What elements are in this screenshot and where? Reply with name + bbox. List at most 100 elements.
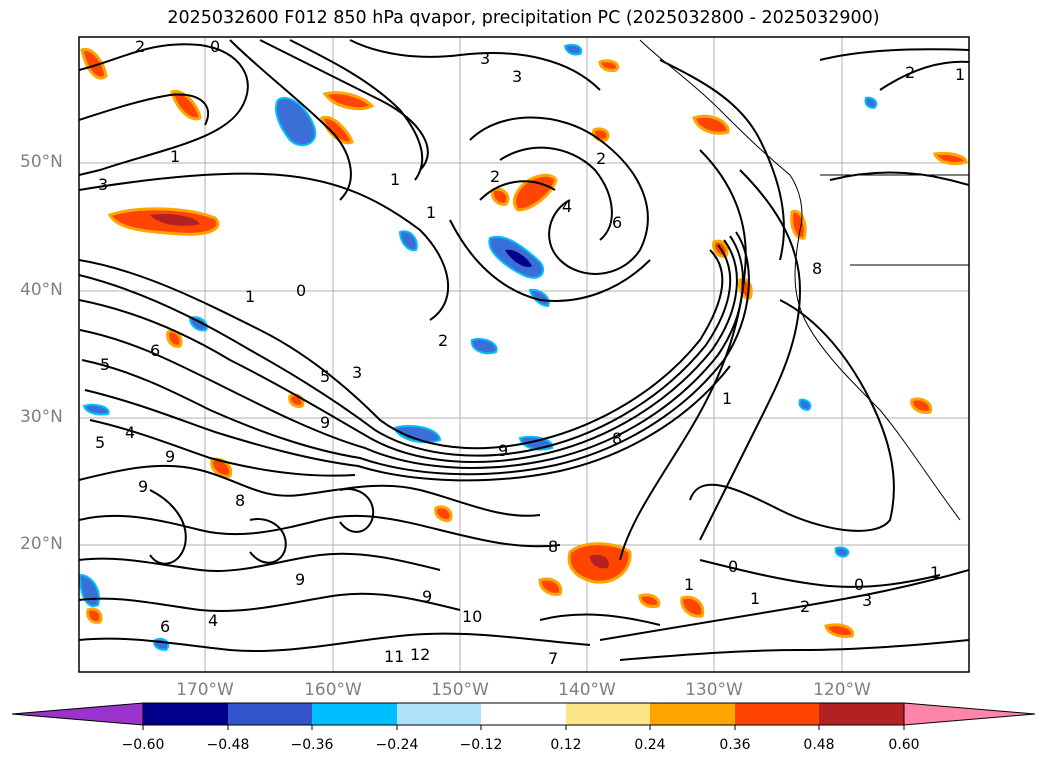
contour-line: [479, 180, 556, 201]
pos-blob: [434, 505, 453, 522]
neg-blob: [274, 97, 317, 147]
contour-label: 7: [548, 649, 558, 668]
pos-blob: [824, 623, 855, 638]
contour-line: [84, 365, 731, 482]
colorbar-tick-label: 0.24: [634, 737, 666, 753]
colorbar-tick-label: −0.48: [206, 737, 250, 753]
contour-label: 8: [548, 537, 558, 556]
us-west-coast: [794, 229, 961, 521]
contour-label: 1: [684, 575, 694, 594]
contour-line: [89, 419, 356, 477]
contour-label: 2: [905, 63, 915, 82]
pos-blob: [320, 115, 354, 145]
contour-label: 5: [100, 355, 110, 374]
colorbar-cell: [228, 703, 312, 725]
lon-label-150w: 150°W: [431, 680, 489, 700]
contour-line: [469, 116, 649, 275]
neg-blob: [470, 338, 498, 355]
precip-blobs: [79, 43, 968, 652]
pos-blob: [680, 595, 705, 618]
contour-label: 1: [750, 589, 760, 608]
contour-line: [339, 488, 375, 533]
pos-blob: [638, 593, 661, 608]
contour-line: [289, 39, 424, 181]
contour-label: 0: [210, 37, 220, 56]
contour-label: 2: [800, 597, 810, 616]
contour-line: [229, 39, 352, 201]
neg-blob: [82, 403, 110, 416]
neg-blob: [798, 398, 812, 412]
pos-blob: [598, 59, 619, 72]
contour-label: 1: [930, 563, 940, 582]
colorbar-tick-label: 0.36: [719, 737, 751, 753]
contour-line: [149, 489, 187, 565]
lon-label-120w: 120°W: [813, 680, 871, 700]
lon-label-170w: 170°W: [176, 680, 234, 700]
contour-line: [699, 559, 941, 588]
contour-label: 1: [426, 203, 436, 222]
neg-blob: [188, 316, 208, 332]
contour-line: [619, 149, 747, 561]
pos-blob: [932, 152, 968, 166]
contour-label: 4: [562, 197, 572, 216]
contour-labels: 2 0 3 3 2 1 1 1 3 1 2 4 6 2 0 1 2 5 3 9 …: [95, 37, 965, 668]
contour-label: 12: [410, 645, 430, 664]
contour-label: 2: [438, 331, 448, 350]
contour-line: [659, 59, 785, 261]
contour-label: 3: [98, 175, 108, 194]
colorbar-tick-label: 0.12: [550, 737, 582, 753]
pos-blob: [512, 173, 558, 212]
contour-label: 3: [352, 363, 362, 382]
colorbar-cell: [481, 703, 566, 725]
colorbar-cell: [650, 703, 735, 725]
colorbar-tick-label: −0.12: [459, 737, 503, 753]
contour-line: [79, 592, 461, 612]
contour-line: [259, 39, 429, 171]
contour-label: 6: [160, 617, 170, 636]
contour-label: 11: [384, 647, 404, 666]
contour-line: [499, 146, 613, 241]
contour-line: [879, 60, 969, 91]
contour-label: 0: [728, 557, 738, 576]
contour-line: [599, 569, 969, 641]
contour-label: 8: [812, 259, 822, 278]
neg-blob: [393, 424, 442, 444]
contour-label: 9: [295, 570, 305, 589]
colorbar-frame: [142, 702, 905, 726]
lat-label-20n: 20°N: [20, 534, 63, 554]
contour-label: 5: [320, 367, 330, 386]
contour-line: [699, 169, 802, 541]
neg-blob: [864, 96, 878, 110]
contour-line: [79, 632, 591, 653]
map-title: 2025032600 F012 850 hPa qvapor, precipit…: [167, 8, 880, 28]
contour-line: [79, 249, 724, 450]
contour-label: 3: [862, 591, 872, 610]
neg-blob: [528, 288, 550, 308]
alaska-coast: [639, 39, 803, 231]
colorbar-extend-right: [903, 702, 1036, 726]
contour-label: 4: [125, 423, 135, 442]
colorbar-tick-label: −0.60: [121, 737, 165, 753]
lon-label-130w: 130°W: [685, 680, 743, 700]
pos-core: [150, 214, 200, 226]
contour-label: 1: [955, 65, 965, 84]
contour-line: [79, 552, 441, 572]
contour-label: 9: [138, 477, 148, 496]
lon-label-160w: 160°W: [304, 680, 362, 700]
contour-label: 6: [612, 213, 622, 232]
contour-label: 3: [512, 67, 522, 86]
contour-line: [79, 172, 449, 321]
contour-label: 8: [612, 429, 622, 448]
contour-line: [79, 93, 210, 126]
contour-line: [79, 464, 541, 517]
colorbar-cell: [312, 703, 397, 725]
contour-label: 1: [170, 147, 180, 166]
pos-blob: [538, 577, 563, 596]
contour-label: 9: [422, 587, 432, 606]
contour-label: 6: [150, 341, 160, 360]
contour-label: 1: [245, 287, 255, 306]
colorbar-ticks: [142, 725, 905, 730]
contour-line: [449, 219, 651, 302]
pos-blob: [692, 114, 730, 135]
contour-label: 9: [165, 447, 175, 466]
